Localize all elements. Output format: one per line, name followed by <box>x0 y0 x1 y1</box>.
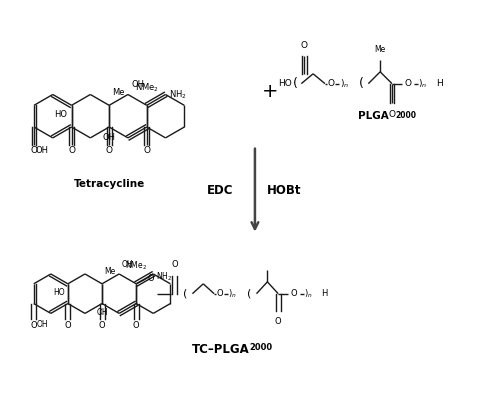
Text: TC–PLGA: TC–PLGA <box>192 343 250 356</box>
Text: 2000: 2000 <box>395 111 416 120</box>
Text: OH: OH <box>132 80 145 88</box>
Text: Me: Me <box>374 45 386 54</box>
Text: OH: OH <box>36 320 48 329</box>
Text: HO: HO <box>54 110 68 119</box>
Text: )$_n$: )$_n$ <box>418 77 427 90</box>
Text: O: O <box>404 79 411 88</box>
Text: 2000: 2000 <box>249 343 272 352</box>
Text: HO: HO <box>54 288 65 297</box>
Text: O: O <box>98 321 105 330</box>
Text: )$_n$: )$_n$ <box>340 77 349 90</box>
Text: Tetracycline: Tetracycline <box>74 179 145 189</box>
Text: O: O <box>143 146 150 155</box>
Text: OH: OH <box>96 308 108 318</box>
Text: O: O <box>216 289 224 298</box>
Text: OH: OH <box>122 260 134 269</box>
Text: PLGA: PLGA <box>358 111 388 121</box>
Text: (: ( <box>292 77 298 90</box>
Text: O: O <box>172 260 178 269</box>
Text: OH: OH <box>36 146 49 155</box>
Text: O: O <box>147 274 154 283</box>
Text: O: O <box>68 146 75 155</box>
Text: O: O <box>106 146 112 155</box>
Text: +: + <box>262 82 278 101</box>
Text: O: O <box>64 321 71 330</box>
Text: O: O <box>30 146 38 155</box>
Text: O: O <box>388 110 396 119</box>
Text: H: H <box>436 79 442 88</box>
Text: (: ( <box>246 289 251 299</box>
Text: (: ( <box>358 77 364 90</box>
Text: O: O <box>275 317 281 326</box>
Text: O: O <box>133 321 140 330</box>
Text: O: O <box>300 41 308 50</box>
Text: O: O <box>290 289 298 298</box>
Text: Me: Me <box>112 88 124 98</box>
Text: OH: OH <box>102 133 116 142</box>
Text: NMe$_2$: NMe$_2$ <box>135 81 158 94</box>
Text: )$_n$: )$_n$ <box>228 288 236 300</box>
Text: O: O <box>30 321 37 330</box>
Text: EDC: EDC <box>207 184 234 197</box>
Text: NH$_2$: NH$_2$ <box>156 271 172 283</box>
Text: Me: Me <box>104 267 116 276</box>
Text: NH$_2$: NH$_2$ <box>170 88 187 101</box>
Text: HO: HO <box>278 79 291 88</box>
Text: NMe$_2$: NMe$_2$ <box>125 260 147 272</box>
Text: )$_n$: )$_n$ <box>304 288 312 300</box>
Text: (: ( <box>182 289 187 299</box>
Text: O: O <box>328 79 334 88</box>
Text: HOBt: HOBt <box>268 184 302 197</box>
Text: H: H <box>322 289 328 298</box>
